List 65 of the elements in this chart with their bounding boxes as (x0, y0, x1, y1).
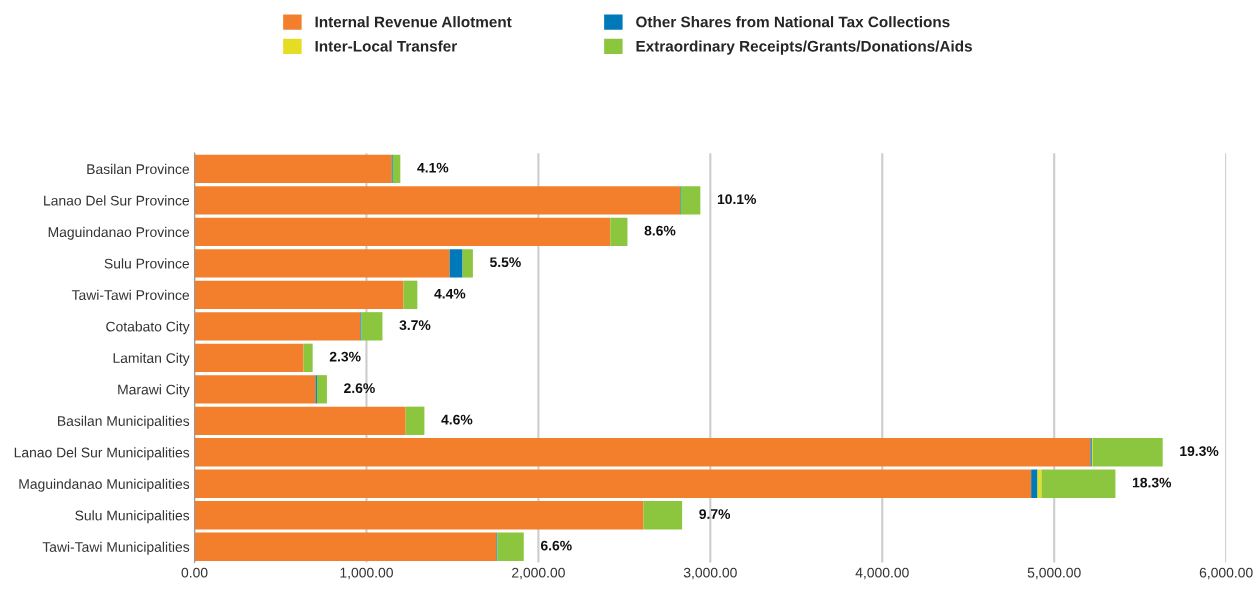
bar (194, 312, 361, 341)
annotation: 8.6% (644, 225, 676, 236)
annotation: 10.1% (717, 194, 757, 205)
y-tick-label: Maguindanao Province (48, 226, 190, 240)
annotation: 3.7% (399, 320, 431, 331)
annotation: 5.5% (489, 257, 521, 268)
bar (1092, 438, 1163, 467)
bar (361, 312, 383, 341)
y-tick-label: Tawi-Tawi Municipalities (42, 541, 190, 555)
bar (405, 406, 425, 435)
y-tick-label: Tawi-Tawi Province (71, 289, 190, 301)
bar (194, 217, 611, 247)
bar (194, 438, 1091, 467)
bar (497, 532, 524, 561)
x-tick-label: 5,000.00 (1027, 567, 1081, 580)
bar (194, 469, 1032, 498)
bar (462, 249, 473, 278)
bar (303, 343, 313, 372)
bar (194, 343, 304, 372)
bar (1041, 469, 1116, 498)
y-tick-label: Sulu Province (104, 258, 190, 269)
bar (194, 249, 450, 278)
annotation: 4.6% (441, 414, 473, 425)
bar (194, 375, 316, 404)
annotation: 2.3% (329, 351, 361, 362)
x-tick-label: 4,000.00 (855, 567, 909, 580)
bar (194, 501, 644, 530)
annotation: 6.6% (540, 540, 572, 551)
bar (194, 280, 404, 310)
y-tick-label: Maguindanao Municipalities (19, 478, 190, 492)
bar (392, 154, 401, 184)
bar (1031, 469, 1038, 498)
bar (194, 532, 497, 561)
x-tick-label: 2,000.00 (512, 567, 565, 580)
annotation: 9.7% (699, 509, 731, 519)
y-tick-label: Basilan Municipalities (58, 415, 190, 429)
annotation: 4.4% (434, 288, 466, 299)
bar (680, 186, 701, 215)
x-tick-label: 1,000.00 (340, 567, 393, 580)
y-tick-label: Marawi City (118, 384, 190, 398)
bar (403, 280, 418, 310)
x-tick-label: 0.00 (181, 567, 208, 578)
bar (449, 249, 463, 278)
legend-label: Other Shares from National Tax Collections (636, 16, 950, 28)
y-tick-label: Basilan Province (87, 163, 190, 175)
y-tick-label: Lamitan City (113, 352, 190, 366)
y-tick-label: Lanao Del Sur Municipalities (14, 447, 190, 461)
bar (194, 406, 406, 435)
bar (610, 217, 628, 247)
y-tick-label: Sulu Municipalities (75, 510, 190, 524)
annotation: 2.6% (344, 383, 375, 394)
legend-label: Inter-Local Transfer (315, 40, 457, 52)
y-tick-label: Cotabato City (106, 321, 190, 335)
annotation: 4.1% (417, 162, 449, 173)
annotation: 18.3% (1132, 477, 1172, 488)
bar (194, 154, 392, 184)
x-tick-label: 6,000.00 (1199, 567, 1253, 580)
bar (643, 501, 683, 530)
y-tick-label: Lanao Del Sur Province (44, 195, 190, 206)
annotation: 19.3% (1180, 446, 1219, 457)
legend-label: Extraordinary Receipts/Grants/Donations/Aids (636, 40, 972, 55)
bar (316, 375, 327, 404)
legend-label: Internal Revenue Allotment (315, 16, 512, 28)
x-tick-label: 3,000.00 (683, 567, 737, 580)
bar (194, 186, 681, 215)
